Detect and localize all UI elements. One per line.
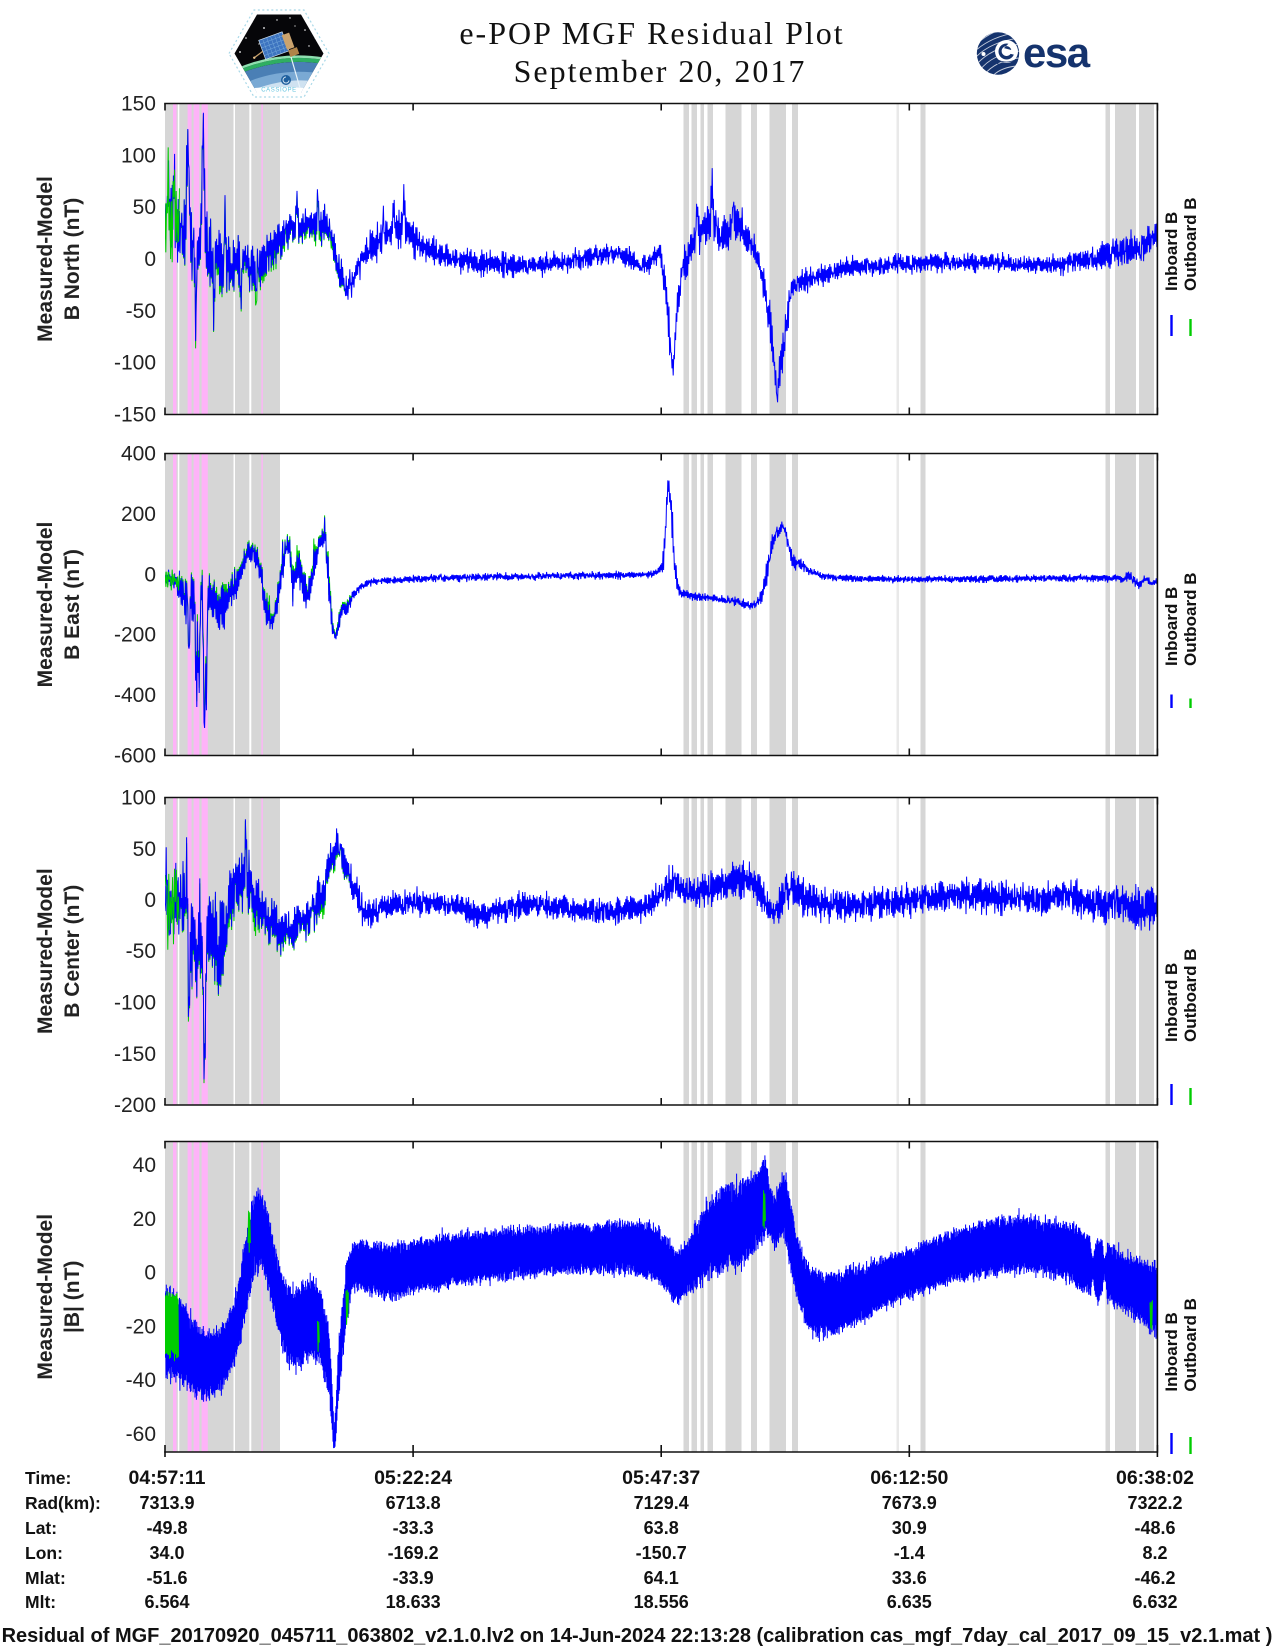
svg-text:7322.2: 7322.2 <box>1127 1493 1182 1513</box>
svg-text:04:57:11: 04:57:11 <box>129 1467 206 1489</box>
svg-text:100: 100 <box>121 787 156 810</box>
svg-text:-51.6: -51.6 <box>146 1568 187 1588</box>
svg-text:Outboard B: Outboard B <box>1181 949 1200 1043</box>
svg-text:8.2: 8.2 <box>1142 1543 1167 1563</box>
svg-text:-400: -400 <box>114 684 156 707</box>
svg-text:esa: esa <box>1023 29 1091 76</box>
svg-text:100: 100 <box>121 144 156 167</box>
svg-text:-50: -50 <box>126 940 156 963</box>
svg-text:e-POP MGF Residual Plot: e-POP MGF Residual Plot <box>459 15 844 51</box>
svg-text:63.8: 63.8 <box>644 1518 679 1538</box>
svg-text:Rad(km):: Rad(km): <box>25 1493 101 1513</box>
svg-text:6.635: 6.635 <box>887 1592 932 1612</box>
svg-text:06:12:50: 06:12:50 <box>870 1467 948 1489</box>
svg-text:Measured-Model: Measured-Model <box>34 522 57 688</box>
svg-text:18.633: 18.633 <box>386 1592 441 1612</box>
svg-text:Residual of MGF_20170920_04571: Residual of MGF_20170920_045711_063802_v… <box>2 1625 1273 1647</box>
svg-text:-46.2: -46.2 <box>1134 1568 1175 1588</box>
svg-text:34.0: 34.0 <box>149 1543 184 1563</box>
svg-text:Measured-Model: Measured-Model <box>34 176 57 342</box>
svg-text:Measured-Model: Measured-Model <box>34 1214 57 1380</box>
svg-text:-20: -20 <box>126 1315 156 1338</box>
svg-text:7313.9: 7313.9 <box>139 1493 194 1513</box>
svg-text:CASSIOPE: CASSIOPE <box>261 88 296 94</box>
svg-text:-33.9: -33.9 <box>393 1568 434 1588</box>
svg-text:05:47:37: 05:47:37 <box>622 1467 700 1489</box>
svg-text:-49.8: -49.8 <box>146 1518 187 1538</box>
svg-text:Lon:: Lon: <box>25 1543 63 1563</box>
svg-text:18.556: 18.556 <box>634 1592 689 1612</box>
svg-text:Time:: Time: <box>25 1468 71 1488</box>
svg-text:Inboard B: Inboard B <box>1162 587 1181 666</box>
svg-text:-100: -100 <box>114 352 156 375</box>
svg-text:-150: -150 <box>114 1043 156 1066</box>
svg-text:50: 50 <box>133 196 156 219</box>
svg-text:-169.2: -169.2 <box>388 1543 439 1563</box>
svg-text:-1.4: -1.4 <box>894 1543 925 1563</box>
svg-text:-200: -200 <box>114 624 156 647</box>
svg-text:400: 400 <box>121 443 156 466</box>
svg-text:0: 0 <box>144 1262 156 1285</box>
svg-text:05:22:24: 05:22:24 <box>374 1467 452 1489</box>
svg-text:-100: -100 <box>114 992 156 1015</box>
svg-text:Mlat:: Mlat: <box>25 1568 66 1588</box>
svg-text:September 20, 2017: September 20, 2017 <box>514 53 807 89</box>
svg-text:200: 200 <box>121 503 156 526</box>
svg-text:33.6: 33.6 <box>892 1568 927 1588</box>
svg-text:150: 150 <box>121 93 156 116</box>
svg-text:6713.8: 6713.8 <box>386 1493 441 1513</box>
svg-text:50: 50 <box>133 838 156 861</box>
svg-text:6.632: 6.632 <box>1132 1592 1177 1612</box>
svg-text:Outboard B: Outboard B <box>1181 1298 1200 1392</box>
svg-text:-200: -200 <box>114 1094 156 1117</box>
svg-text:40: 40 <box>133 1154 156 1177</box>
svg-text:-150: -150 <box>114 404 156 427</box>
svg-text:B North (nT): B North (nT) <box>61 198 84 320</box>
svg-text:Mlt:: Mlt: <box>25 1592 56 1612</box>
svg-text:-150.7: -150.7 <box>636 1543 687 1563</box>
svg-text:30.9: 30.9 <box>892 1518 927 1538</box>
svg-text:20: 20 <box>133 1208 156 1231</box>
svg-text:-50: -50 <box>126 300 156 323</box>
svg-text:06:38:02: 06:38:02 <box>1116 1467 1194 1489</box>
svg-text:|B| (nT): |B| (nT) <box>61 1261 84 1333</box>
svg-text:B East (nT): B East (nT) <box>61 549 84 660</box>
svg-text:Inboard B: Inboard B <box>1162 212 1181 291</box>
svg-text:7129.4: 7129.4 <box>634 1493 689 1513</box>
svg-text:Inboard B: Inboard B <box>1162 1312 1181 1391</box>
svg-text:6.564: 6.564 <box>144 1592 189 1612</box>
svg-text:0: 0 <box>144 889 156 912</box>
svg-text:Outboard B: Outboard B <box>1181 573 1200 667</box>
svg-text:-40: -40 <box>126 1369 156 1392</box>
svg-text:Outboard B: Outboard B <box>1181 198 1200 292</box>
svg-text:Measured-Model: Measured-Model <box>34 868 57 1034</box>
svg-text:-33.3: -33.3 <box>393 1518 434 1538</box>
svg-text:7673.9: 7673.9 <box>882 1493 937 1513</box>
svg-text:-600: -600 <box>114 745 156 768</box>
svg-text:B Center (nT): B Center (nT) <box>61 885 84 1018</box>
svg-text:Lat:: Lat: <box>25 1518 57 1538</box>
svg-text:64.1: 64.1 <box>644 1568 679 1588</box>
svg-text:0: 0 <box>144 563 156 586</box>
svg-text:-48.6: -48.6 <box>1134 1518 1175 1538</box>
svg-text:Inboard B: Inboard B <box>1162 963 1181 1042</box>
svg-text:0: 0 <box>144 248 156 271</box>
svg-text:-60: -60 <box>126 1423 156 1446</box>
